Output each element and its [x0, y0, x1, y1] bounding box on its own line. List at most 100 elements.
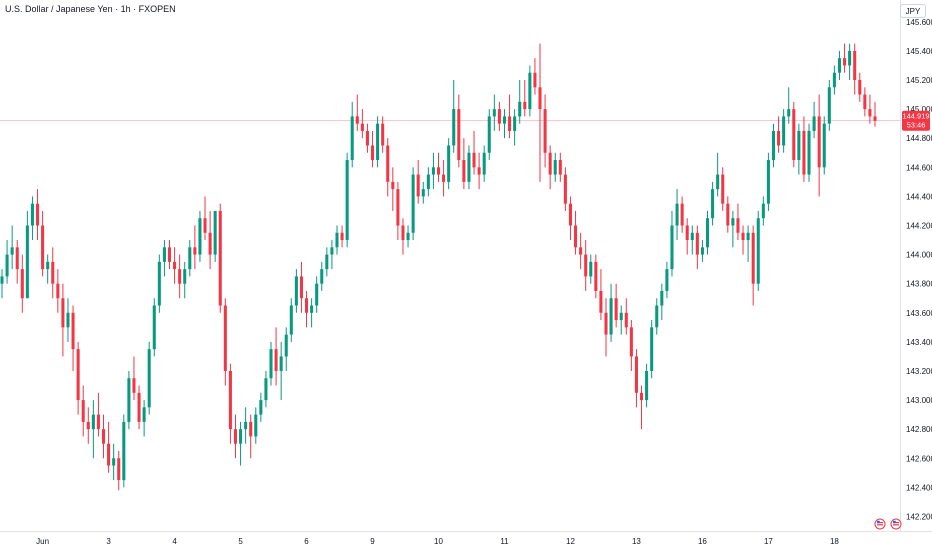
- candle: [650, 320, 654, 379]
- candle: [305, 290, 309, 328]
- candle: [594, 254, 598, 299]
- candle: [604, 298, 608, 357]
- candle: [553, 152, 557, 182]
- price-tick-label: 145.200: [906, 76, 932, 85]
- candle-body: [46, 261, 50, 270]
- candle: [665, 261, 669, 299]
- candle-body: [86, 421, 90, 430]
- candle: [259, 392, 263, 422]
- candle: [609, 283, 613, 342]
- candle-body: [726, 203, 730, 226]
- candle: [477, 152, 481, 190]
- candle: [777, 116, 781, 153]
- us-flag-icon[interactable]: [890, 518, 902, 530]
- time-axis[interactable]: Jun 3 4 5 6 9 10 11 12 13 16 17 18: [36, 537, 839, 546]
- candle-body: [771, 130, 776, 161]
- candle: [568, 196, 572, 241]
- candle-body: [467, 152, 471, 182]
- candle-body: [188, 247, 192, 270]
- candle-body: [436, 167, 441, 175]
- candle: [680, 196, 684, 233]
- candle: [843, 43, 847, 73]
- candle-body: [203, 218, 207, 233]
- price-axis[interactable]: 142.200 142.400 142.600 142.800 143.000 143.2…: [906, 18, 932, 522]
- candle: [157, 254, 161, 313]
- candle-body: [589, 261, 593, 277]
- candle-body: [56, 283, 60, 299]
- candle-body: [619, 312, 623, 321]
- candle: [61, 283, 65, 357]
- candle-body: [848, 50, 852, 66]
- candle: [46, 254, 50, 284]
- current-price-marker: 144.919 53:46: [902, 110, 930, 131]
- candle-body: [244, 421, 248, 430]
- candle-body: [665, 269, 669, 291]
- candle-body: [152, 305, 156, 350]
- candle-body: [716, 174, 720, 190]
- candle-body: [162, 247, 166, 262]
- candle-body: [574, 225, 578, 248]
- candle-body: [690, 232, 694, 241]
- candle: [350, 101, 354, 168]
- candle-body: [274, 349, 278, 371]
- candle-body: [315, 283, 319, 306]
- candle: [162, 240, 166, 277]
- candle-body: [640, 392, 644, 401]
- candle-body: [766, 160, 770, 204]
- symbol-title[interactable]: U.S. Dollar / Japanese Yen · 1h · FXOPEN: [5, 4, 176, 14]
- candle-body: [792, 109, 796, 161]
- candle: [66, 298, 70, 342]
- price-tick-label: 144.800: [906, 134, 932, 143]
- candle-body: [751, 232, 755, 284]
- candle: [523, 80, 527, 117]
- candle-body: [0, 276, 4, 284]
- candle-body: [685, 225, 689, 241]
- candle-body: [604, 312, 608, 335]
- candle: [543, 94, 547, 168]
- candle: [711, 181, 715, 226]
- candle-body: [594, 261, 598, 291]
- time-tick-label: Jun: [36, 537, 49, 546]
- candle: [117, 450, 121, 491]
- candle-body: [320, 269, 324, 284]
- candle-body: [264, 378, 268, 401]
- us-flag-icon[interactable]: [874, 518, 886, 530]
- candle-body: [421, 189, 425, 197]
- candle: [112, 443, 116, 481]
- candle: [589, 254, 593, 284]
- candle-body: [477, 167, 481, 175]
- time-tick-label: 4: [172, 537, 177, 546]
- candle: [670, 210, 674, 277]
- candle: [299, 261, 303, 313]
- candle-body: [228, 370, 232, 430]
- candle: [360, 109, 364, 139]
- candle: [802, 116, 806, 182]
- currency-button[interactable]: JPY: [900, 4, 926, 18]
- candle-body: [873, 116, 877, 121]
- candle-body: [695, 232, 699, 255]
- candle: [812, 101, 816, 139]
- candle: [655, 298, 659, 335]
- time-tick-label: 10: [434, 537, 443, 546]
- candle-body: [837, 58, 841, 73]
- candle-body: [787, 109, 791, 117]
- candle: [330, 240, 334, 270]
- candle-body: [365, 130, 369, 146]
- candle-body: [528, 72, 532, 110]
- candle: [137, 385, 141, 430]
- candle-body: [518, 101, 522, 117]
- candle-body: [538, 87, 542, 110]
- price-tick-label: 142.800: [906, 425, 932, 434]
- candle-body: [832, 72, 836, 88]
- candle: [761, 196, 765, 226]
- candle: [173, 247, 177, 284]
- candle-body: [513, 116, 517, 131]
- candle-body: [142, 407, 146, 422]
- candle: [0, 269, 4, 299]
- time-tick-label: 18: [830, 537, 839, 546]
- candle-body: [497, 109, 501, 124]
- candle-body: [863, 94, 867, 110]
- candle-body: [700, 247, 704, 255]
- candle: [320, 261, 324, 291]
